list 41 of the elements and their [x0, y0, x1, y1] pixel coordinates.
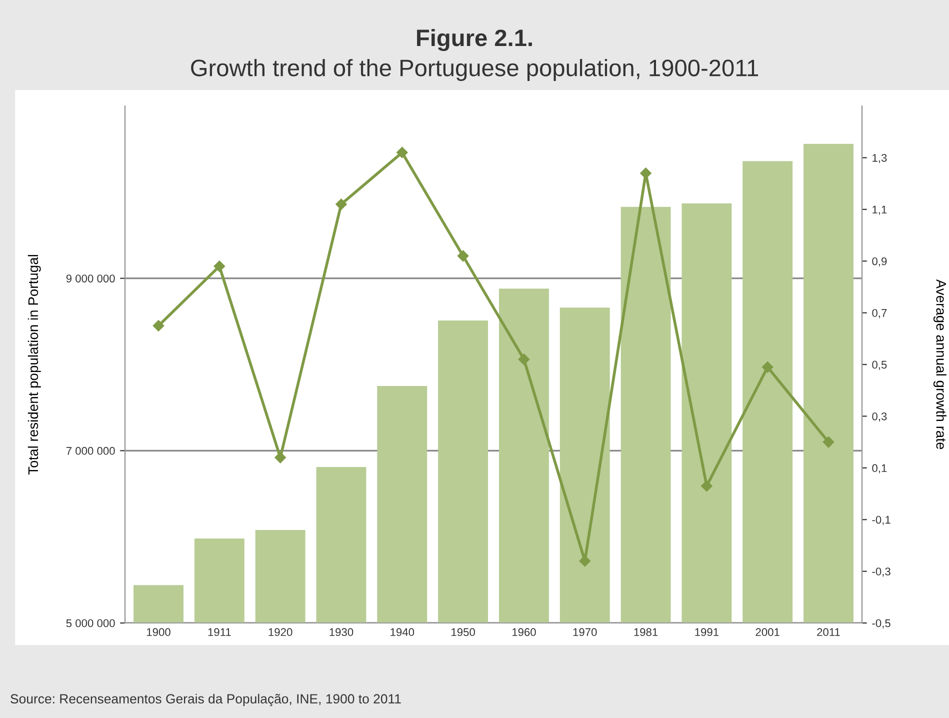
point [762, 361, 774, 373]
x-tick-label: 1930 [330, 628, 354, 636]
x-tick-label: 2011 [817, 628, 840, 636]
point [152, 320, 164, 332]
x-tick-label: 1981 [634, 628, 658, 636]
x-tick-label: 1991 [695, 628, 718, 636]
y2-tick-label: -0,1 [872, 516, 890, 526]
y2-tick-label: -0,5 [872, 619, 890, 628]
point [396, 146, 408, 158]
y-axis-title: Total resident population in Portugal [28, 255, 41, 475]
y2-axis-title: Average annual growth rate [933, 279, 946, 450]
y2-tick-label: 0,7 [872, 309, 887, 318]
point [457, 250, 469, 262]
x-tick-label: 1950 [452, 628, 475, 636]
point [336, 198, 347, 210]
y2-tick-label: -0,3 [872, 568, 890, 577]
y2-tick-label: 0,5 [872, 360, 887, 370]
x-tick-label: 1970 [573, 628, 597, 636]
x-tick-label: 1911 [208, 628, 231, 636]
y2-tick-label: 0,1 [872, 464, 887, 474]
y2-tick-label: 0,3 [872, 412, 887, 422]
point [214, 260, 226, 272]
x-tick-label: 1900 [146, 628, 170, 636]
y-tick-label: 5 000 000 [66, 619, 115, 628]
source-note: Source: Recenseamentos Gerais da População, INE, 1900 to 2011 [10, 694, 401, 706]
y2-tick-label: 1,3 [872, 154, 887, 164]
point [518, 354, 530, 365]
x-tick-label: 2001 [756, 628, 780, 636]
y-tick-label: 7 000 000 [66, 446, 115, 455]
x-tick-label: 1920 [268, 628, 292, 636]
point [701, 480, 712, 492]
chart-title: Figure 2.1. [417, 28, 532, 52]
chart-subtitle: Growth trend of the Portuguese population, 1900-2011 [191, 58, 758, 82]
x-tick-label: 1960 [512, 628, 536, 636]
point [822, 436, 834, 448]
y2-tick-label: 1,1 [872, 206, 887, 215]
y2-tick-label: 0,9 [872, 257, 887, 267]
point [640, 168, 652, 179]
point [274, 452, 286, 464]
y-tick-label: 9 000 000 [66, 274, 115, 282]
x-tick-label: 1940 [390, 628, 414, 636]
